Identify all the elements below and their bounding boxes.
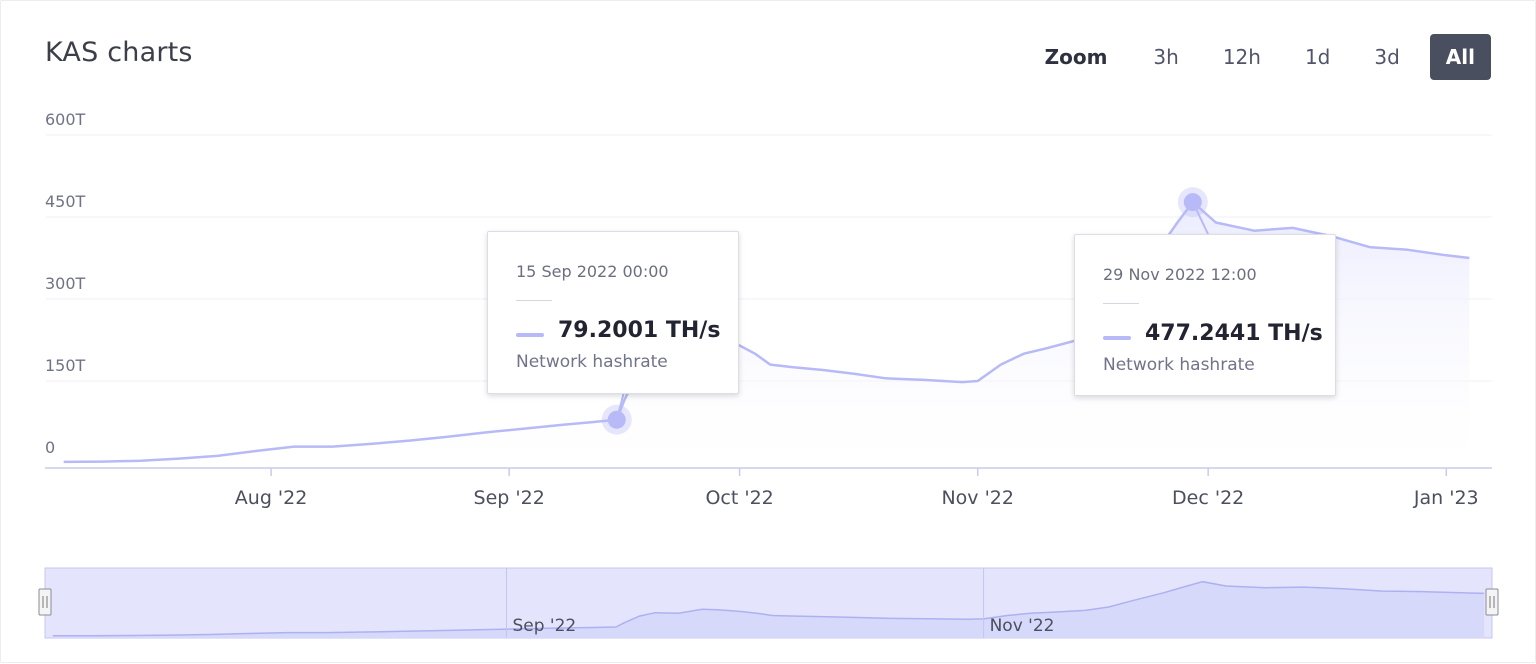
tooltip-date: 15 Sep 2022 00:00 <box>516 262 669 281</box>
x-tick-label: Dec '22 <box>1172 487 1244 509</box>
series-area <box>63 202 1470 463</box>
y-tick-label: 600T <box>45 110 86 129</box>
tooltip-value: 79.2001 TH/s <box>558 318 721 343</box>
series-swatch-icon <box>516 333 544 337</box>
zoom-1d-button[interactable]: 1d <box>1304 45 1331 69</box>
y-tick-label: 300T <box>45 274 86 293</box>
tooltip-divider <box>516 300 552 301</box>
x-tick-label: Aug '22 <box>235 487 308 509</box>
zoom-all-button[interactable]: All <box>1429 34 1491 80</box>
tooltip-date: 29 Nov 2022 12:00 <box>1103 265 1257 284</box>
grip-icon <box>38 588 52 616</box>
y-tick-label: 0 <box>45 438 55 457</box>
tooltip-series-name: Network hashrate <box>1103 355 1255 375</box>
navigator-tick-label: Sep '22 <box>512 616 576 636</box>
x-tick-label: Sep '22 <box>474 487 545 509</box>
navigator-line <box>52 580 1485 637</box>
tooltip-series-name: Network hashrate <box>516 352 668 372</box>
tooltip-value: 477.2441 TH/s <box>1145 321 1323 346</box>
tooltip-nov-29: 29 Nov 2022 12:00 477.2441 TH/s Network … <box>1074 234 1336 396</box>
x-tick-label: Nov '22 <box>941 487 1014 509</box>
series-swatch-icon <box>1103 336 1131 340</box>
zoom-12h-button[interactable]: 12h <box>1222 45 1261 69</box>
x-tick-label: Oct '22 <box>705 487 773 509</box>
tooltip-sep-15: 15 Sep 2022 00:00 79.2001 TH/s Network h… <box>487 231 739 394</box>
x-tick-label: Jan '23 <box>1413 487 1479 509</box>
navigator-left-handle[interactable] <box>38 588 52 616</box>
chart-title: KAS charts <box>45 37 193 68</box>
data-point-marker <box>607 410 626 429</box>
navigator-tick-label: Nov '22 <box>990 616 1055 636</box>
zoom-controls: Zoom 3h 12h 1d 3d All <box>1045 34 1491 80</box>
y-tick-label: 450T <box>45 192 86 211</box>
y-tick-label: 150T <box>45 356 86 375</box>
zoom-3d-button[interactable]: 3d <box>1374 45 1400 69</box>
navigator-area <box>52 581 1485 638</box>
tooltip-divider <box>1103 303 1139 304</box>
zoom-label: Zoom <box>1044 45 1108 69</box>
grip-icon <box>1485 588 1499 616</box>
zoom-3h-button[interactable]: 3h <box>1153 45 1179 69</box>
data-point-marker <box>1183 193 1202 212</box>
navigator-right-handle[interactable] <box>1485 588 1499 616</box>
